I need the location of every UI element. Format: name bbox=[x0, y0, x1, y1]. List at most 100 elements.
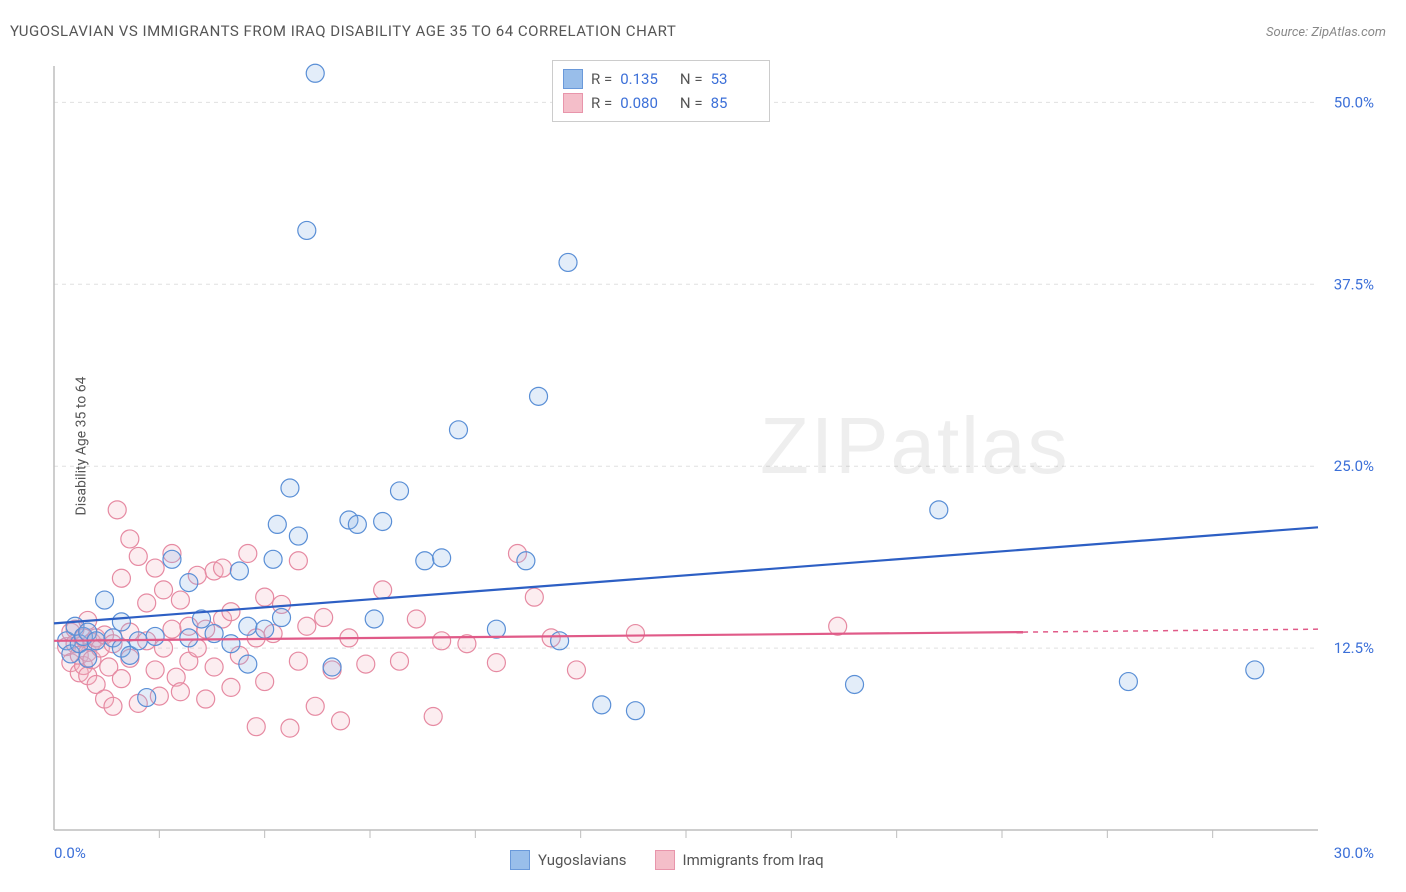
data-point bbox=[239, 617, 257, 635]
y-tick-label: 37.5% bbox=[1334, 275, 1374, 293]
data-point bbox=[230, 562, 248, 580]
data-point bbox=[256, 620, 274, 638]
data-point bbox=[298, 221, 316, 239]
y-tick-label: 25.0% bbox=[1334, 457, 1374, 475]
data-point bbox=[551, 632, 569, 650]
data-point bbox=[239, 545, 257, 563]
data-point bbox=[289, 527, 307, 545]
data-point bbox=[205, 658, 223, 676]
trend-line-extension bbox=[1023, 629, 1318, 632]
r-label: R = bbox=[591, 91, 612, 115]
y-tick-label: 12.5% bbox=[1334, 639, 1374, 657]
n-label: N = bbox=[676, 67, 702, 91]
data-point bbox=[323, 658, 341, 676]
data-point bbox=[416, 552, 434, 570]
legend-swatch bbox=[563, 93, 583, 113]
data-point bbox=[197, 690, 215, 708]
stat-legend-row: R =0.080 N =85 bbox=[563, 91, 759, 115]
data-point bbox=[315, 609, 333, 627]
r-value: 0.135 bbox=[620, 67, 668, 91]
data-point bbox=[559, 253, 577, 271]
data-point bbox=[525, 588, 543, 606]
data-point bbox=[374, 512, 392, 530]
data-point bbox=[306, 697, 324, 715]
data-point bbox=[138, 594, 156, 612]
data-point bbox=[332, 712, 350, 730]
data-point bbox=[222, 635, 240, 653]
data-point bbox=[517, 552, 535, 570]
data-point bbox=[567, 661, 585, 679]
legend-swatch bbox=[563, 69, 583, 89]
data-point bbox=[433, 549, 451, 567]
data-point bbox=[289, 652, 307, 670]
data-point bbox=[289, 552, 307, 570]
legend-label: Immigrants from Iraq bbox=[683, 851, 824, 869]
data-point bbox=[146, 559, 164, 577]
data-point bbox=[222, 678, 240, 696]
legend-item: Yugoslavians bbox=[510, 850, 627, 870]
data-point bbox=[108, 501, 126, 519]
data-point bbox=[930, 501, 948, 519]
data-point bbox=[163, 620, 181, 638]
data-point bbox=[281, 719, 299, 737]
data-point bbox=[298, 617, 316, 635]
data-point bbox=[390, 482, 408, 500]
data-point bbox=[239, 655, 257, 673]
data-point bbox=[171, 591, 189, 609]
x-tick-label-min: 0.0% bbox=[54, 844, 86, 862]
data-point bbox=[264, 550, 282, 568]
data-point bbox=[530, 387, 548, 405]
data-point bbox=[374, 581, 392, 599]
data-point bbox=[348, 515, 366, 533]
series-legend: Yugoslavians Immigrants from Iraq bbox=[510, 850, 824, 870]
r-label: R = bbox=[591, 67, 612, 91]
data-point bbox=[129, 547, 147, 565]
data-point bbox=[256, 673, 274, 691]
legend-swatch bbox=[655, 850, 675, 870]
data-point bbox=[1246, 661, 1264, 679]
data-point bbox=[281, 479, 299, 497]
data-point bbox=[390, 652, 408, 670]
legend-swatch bbox=[510, 850, 530, 870]
data-point bbox=[273, 609, 291, 627]
y-tick-label: 50.0% bbox=[1334, 93, 1374, 111]
data-point bbox=[112, 670, 130, 688]
data-point bbox=[593, 696, 611, 714]
data-point bbox=[829, 617, 847, 635]
data-point bbox=[96, 591, 114, 609]
n-label: N = bbox=[676, 91, 702, 115]
data-point bbox=[79, 649, 97, 667]
data-point bbox=[407, 610, 425, 628]
data-point bbox=[180, 574, 198, 592]
data-point bbox=[138, 689, 156, 707]
data-point bbox=[449, 421, 467, 439]
data-point bbox=[433, 632, 451, 650]
data-point bbox=[112, 569, 130, 587]
correlation-legend: R =0.135 N =53R =0.080 N =85 bbox=[552, 60, 770, 122]
data-point bbox=[121, 530, 139, 548]
data-point bbox=[357, 655, 375, 673]
data-point bbox=[146, 661, 164, 679]
data-point bbox=[146, 627, 164, 645]
data-point bbox=[487, 654, 505, 672]
n-value: 53 bbox=[711, 67, 759, 91]
data-point bbox=[306, 64, 324, 82]
data-point bbox=[155, 581, 173, 599]
data-point bbox=[626, 702, 644, 720]
data-point bbox=[256, 588, 274, 606]
data-point bbox=[112, 613, 130, 631]
data-point bbox=[171, 683, 189, 701]
n-value: 85 bbox=[711, 91, 759, 115]
data-point bbox=[424, 707, 442, 725]
data-point bbox=[104, 697, 122, 715]
scatter-plot: 12.5%25.0%37.5%50.0%0.0%30.0% bbox=[48, 60, 1386, 830]
legend-item: Immigrants from Iraq bbox=[655, 850, 824, 870]
data-point bbox=[846, 675, 864, 693]
data-point bbox=[247, 718, 265, 736]
chart-title: YUGOSLAVIAN VS IMMIGRANTS FROM IRAQ DISA… bbox=[10, 22, 676, 40]
data-point bbox=[180, 629, 198, 647]
data-point bbox=[214, 559, 232, 577]
data-point bbox=[1119, 673, 1137, 691]
data-point bbox=[626, 625, 644, 643]
data-point bbox=[268, 515, 286, 533]
